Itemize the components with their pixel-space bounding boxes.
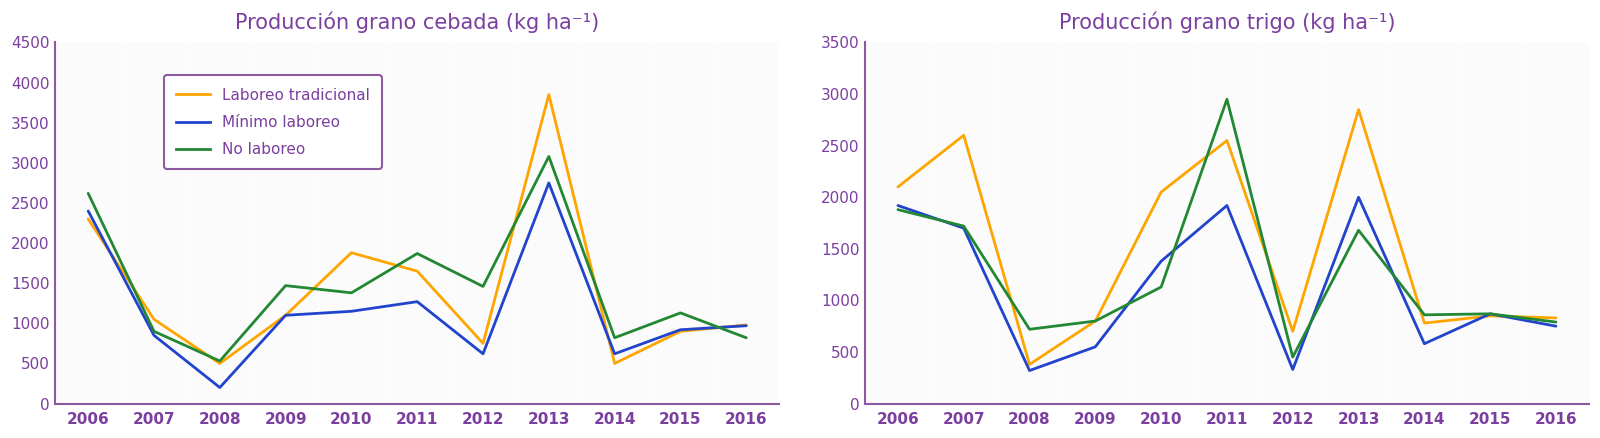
Bar: [1062, 42, 1128, 403]
Bar: [384, 42, 450, 403]
Title: Producción grano trigo (kg ha⁻¹): Producción grano trigo (kg ha⁻¹): [1059, 11, 1395, 32]
Bar: [318, 42, 384, 403]
Title: Producción grano cebada (kg ha⁻¹): Producción grano cebada (kg ha⁻¹): [235, 11, 600, 32]
Bar: [515, 42, 582, 403]
Bar: [1523, 42, 1589, 403]
Bar: [56, 42, 122, 403]
Bar: [1326, 42, 1392, 403]
Bar: [931, 42, 997, 403]
Bar: [1259, 42, 1326, 403]
Bar: [866, 42, 931, 403]
Bar: [450, 42, 515, 403]
Bar: [1392, 42, 1458, 403]
Bar: [253, 42, 318, 403]
Bar: [714, 42, 779, 403]
Bar: [648, 42, 714, 403]
Bar: [122, 42, 187, 403]
Bar: [582, 42, 648, 403]
Bar: [1128, 42, 1194, 403]
Bar: [187, 42, 253, 403]
Legend: Laboreo tradicional, Mínimo laboreo, No laboreo: Laboreo tradicional, Mínimo laboreo, No …: [165, 75, 382, 170]
Bar: [1194, 42, 1259, 403]
Bar: [997, 42, 1062, 403]
Bar: [1458, 42, 1523, 403]
